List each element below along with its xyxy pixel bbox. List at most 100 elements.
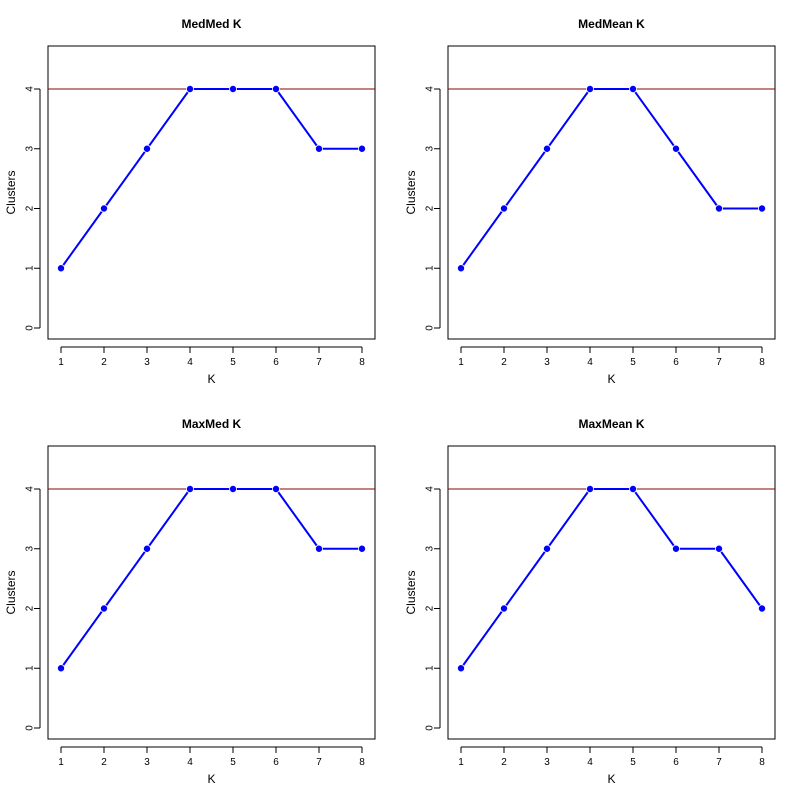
x-tick-label: 1 xyxy=(458,757,464,768)
data-point xyxy=(672,144,681,153)
chart-panel-2: 1 2 3 4 5 6 7 8 0 1 2 3 4 MedMean K K Clusters xyxy=(404,17,776,386)
plot-frame xyxy=(447,45,776,340)
y-tick-label: 3 xyxy=(425,146,436,152)
x-axis-label: K xyxy=(607,772,615,786)
x-tick-label: 1 xyxy=(458,357,464,368)
x-tick-label: 5 xyxy=(230,357,236,368)
y-tick-label: 1 xyxy=(425,265,436,271)
data-point xyxy=(142,144,151,153)
chart-panel-3: 1 2 3 4 5 6 7 8 0 1 2 3 4 MaxMed K K Clusters xyxy=(4,417,376,786)
x-tick-label: 4 xyxy=(187,357,193,368)
x-tick-label: 7 xyxy=(316,757,322,768)
data-point xyxy=(543,144,552,153)
x-tick-label: 3 xyxy=(544,357,550,368)
y-tick-label: 0 xyxy=(425,725,436,731)
data-point xyxy=(499,604,508,613)
data-point xyxy=(543,544,552,553)
x-tick-label: 6 xyxy=(273,357,279,368)
x-tick-label: 2 xyxy=(501,357,507,368)
data-point xyxy=(357,144,366,153)
data-point xyxy=(100,204,109,213)
x-tick-label: 8 xyxy=(759,757,765,768)
data-point xyxy=(185,85,194,94)
y-tick-label: 3 xyxy=(25,146,36,152)
plot-frame xyxy=(47,445,376,740)
x-axis-label: K xyxy=(207,772,215,786)
data-point xyxy=(228,484,237,493)
x-tick-label: 7 xyxy=(316,357,322,368)
series-line xyxy=(460,488,763,669)
y-tick-label: 1 xyxy=(25,265,36,271)
chart-title: MaxMean K xyxy=(578,417,644,431)
y-tick-label: 2 xyxy=(25,605,36,611)
x-tick-label: 3 xyxy=(544,757,550,768)
x-tick-label: 5 xyxy=(630,357,636,368)
y-tick-label: 2 xyxy=(425,605,436,611)
data-point xyxy=(314,544,323,553)
y-tick-label: 0 xyxy=(425,325,436,331)
y-axis-label: Clusters xyxy=(404,170,418,214)
x-tick-label: 5 xyxy=(630,757,636,768)
x-tick-label: 5 xyxy=(230,757,236,768)
x-tick-label: 4 xyxy=(187,757,193,768)
data-point xyxy=(57,264,66,273)
x-tick-label: 2 xyxy=(501,757,507,768)
x-axis-label: K xyxy=(207,372,215,386)
data-point xyxy=(672,544,681,553)
plot-frame xyxy=(47,45,376,340)
x-tick-label: 2 xyxy=(101,757,107,768)
data-point xyxy=(271,85,280,94)
data-point xyxy=(100,604,109,613)
data-point xyxy=(57,664,66,673)
data-point xyxy=(228,85,237,94)
y-tick-label: 1 xyxy=(425,665,436,671)
chart-title: MedMean K xyxy=(578,17,645,31)
series-line xyxy=(60,88,362,269)
data-point xyxy=(629,85,638,94)
data-point xyxy=(271,484,280,493)
y-axis-label: Clusters xyxy=(4,570,18,614)
x-tick-label: 2 xyxy=(101,357,107,368)
chart-title: MedMed K xyxy=(182,17,242,31)
data-point xyxy=(456,264,465,273)
y-tick-label: 4 xyxy=(25,486,36,492)
data-point xyxy=(586,484,595,493)
y-tick-label: 0 xyxy=(25,325,36,331)
y-tick-label: 4 xyxy=(25,86,36,92)
x-tick-label: 7 xyxy=(716,757,722,768)
x-tick-label: 3 xyxy=(144,357,150,368)
x-tick-label: 8 xyxy=(359,357,365,368)
chart-panel-4: 1 2 3 4 5 6 7 8 0 1 2 3 4 MaxMean K K Clusters xyxy=(404,417,776,786)
y-axis-label: Clusters xyxy=(4,170,18,214)
x-tick-label: 7 xyxy=(716,357,722,368)
chart-title: MaxMed K xyxy=(182,417,242,431)
x-tick-label: 1 xyxy=(58,357,64,368)
data-point xyxy=(586,85,595,94)
y-axis-label: Clusters xyxy=(404,570,418,614)
x-tick-label: 6 xyxy=(673,757,679,768)
data-point xyxy=(758,204,767,213)
x-tick-label: 3 xyxy=(144,757,150,768)
data-point xyxy=(499,204,508,213)
y-tick-label: 4 xyxy=(425,86,436,92)
y-tick-label: 2 xyxy=(25,205,36,211)
y-tick-label: 3 xyxy=(25,546,36,552)
x-tick-label: 6 xyxy=(673,357,679,368)
series-line xyxy=(460,88,762,269)
data-point xyxy=(357,544,366,553)
data-point xyxy=(142,544,151,553)
data-point xyxy=(715,204,724,213)
x-tick-label: 4 xyxy=(587,357,593,368)
chart-panel-1: 1 2 3 4 5 6 7 8 0 1 2 3 4 MedMed K K Clusters xyxy=(4,17,376,386)
x-tick-label: 6 xyxy=(273,757,279,768)
x-tick-label: 4 xyxy=(587,757,593,768)
data-point xyxy=(758,604,767,613)
data-point xyxy=(629,484,638,493)
data-point xyxy=(314,144,323,153)
y-tick-label: 0 xyxy=(25,725,36,731)
data-point xyxy=(185,484,194,493)
data-point xyxy=(715,544,724,553)
series-line xyxy=(60,488,362,669)
y-tick-label: 2 xyxy=(425,205,436,211)
